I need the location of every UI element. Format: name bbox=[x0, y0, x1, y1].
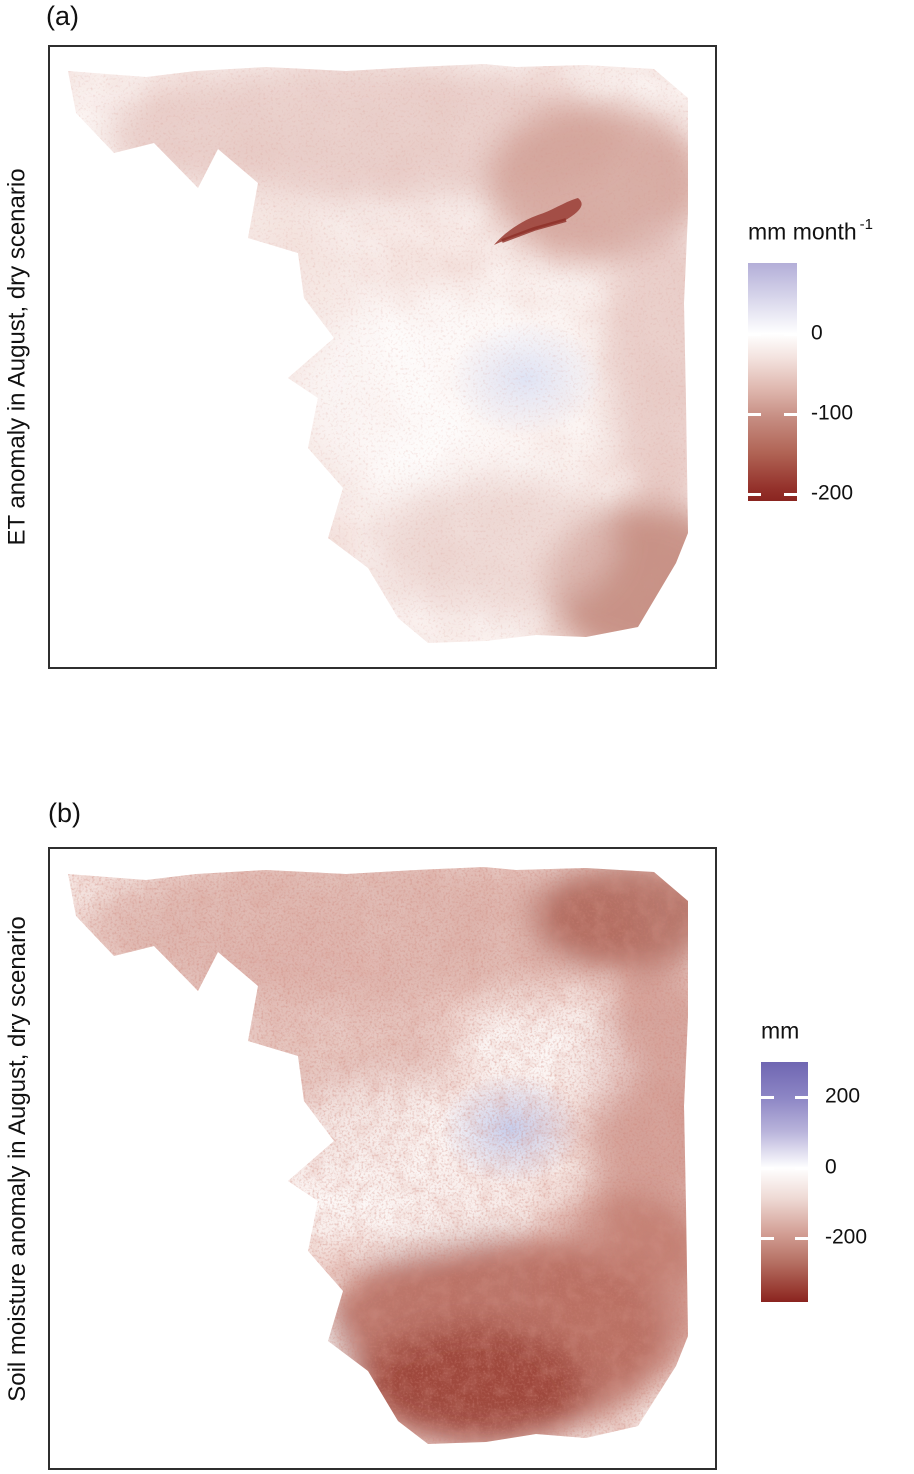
colorbar-b-tick-label-0: 200 bbox=[825, 1084, 861, 1108]
colorbar-a-tick-label-1: -100 bbox=[811, 401, 854, 425]
colorbar-a-tick-label-0: 0 bbox=[811, 321, 823, 345]
panel-b-y-axis-label: Soil moisture anomaly in August, dry sce… bbox=[4, 915, 32, 1402]
map-a-texture bbox=[68, 64, 688, 643]
map-a-lake-feature bbox=[494, 198, 582, 245]
panel-a-label: (a) bbox=[46, 1, 79, 31]
panel-a-y-axis: ET anomaly in August, dry scenario bbox=[0, 45, 36, 669]
colorbar-a-tick-label-2: -200 bbox=[811, 481, 854, 505]
colorbar-a-title-exponent: -1 bbox=[859, 216, 873, 233]
colorbar-b-title: mm bbox=[761, 1017, 802, 1045]
colorbar-b-tick-label-2: -200 bbox=[825, 1225, 868, 1249]
panel-a-y-axis-label: ET anomaly in August, dry scenario bbox=[4, 168, 31, 546]
panel-b-map bbox=[68, 867, 688, 1444]
colorbar-b-tick-label-1: 0 bbox=[825, 1155, 837, 1179]
panel-b-label: (b) bbox=[48, 798, 81, 828]
colorbar-a: 0 -100 -200 bbox=[748, 263, 853, 505]
panel-a-frame bbox=[48, 45, 717, 669]
colorbar-a-title-text: mm month bbox=[748, 218, 857, 245]
colorbar-a-title: mm month -1 bbox=[748, 216, 873, 246]
panel-b-frame bbox=[48, 847, 717, 1470]
colorbar-b-title-text: mm bbox=[761, 1017, 800, 1044]
panel-b-y-axis: Soil moisture anomaly in August, dry sce… bbox=[0, 847, 36, 1470]
panel-a-map bbox=[68, 64, 688, 643]
map-b-texture bbox=[68, 867, 688, 1444]
colorbar-b: 200 0 -200 bbox=[761, 1062, 867, 1302]
